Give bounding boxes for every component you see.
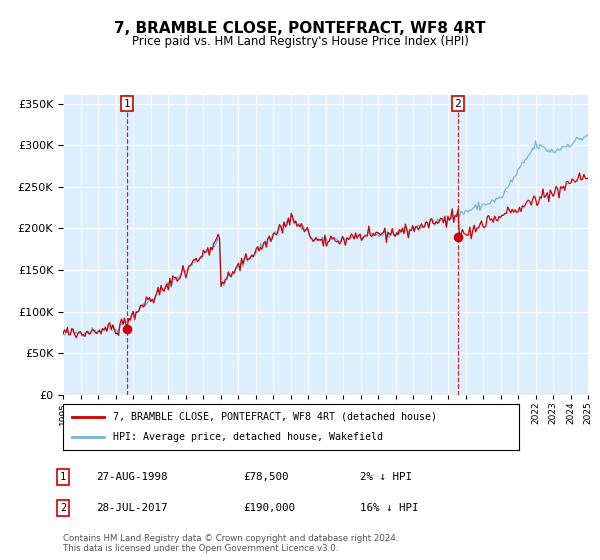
Text: 16% ↓ HPI: 16% ↓ HPI xyxy=(360,503,419,513)
Text: 7, BRAMBLE CLOSE, PONTEFRACT, WF8 4RT (detached house): 7, BRAMBLE CLOSE, PONTEFRACT, WF8 4RT (d… xyxy=(113,412,437,422)
Text: 28-JUL-2017: 28-JUL-2017 xyxy=(96,503,167,513)
Text: Contains HM Land Registry data © Crown copyright and database right 2024.
This d: Contains HM Land Registry data © Crown c… xyxy=(63,534,398,553)
Text: 1: 1 xyxy=(60,472,66,482)
Text: 27-AUG-1998: 27-AUG-1998 xyxy=(96,472,167,482)
Point xyxy=(122,325,131,334)
Text: £190,000: £190,000 xyxy=(243,503,295,513)
Text: 2% ↓ HPI: 2% ↓ HPI xyxy=(360,472,412,482)
Text: 1: 1 xyxy=(124,99,130,109)
Point xyxy=(453,232,463,241)
Text: 2: 2 xyxy=(60,503,66,513)
Text: HPI: Average price, detached house, Wakefield: HPI: Average price, detached house, Wake… xyxy=(113,432,383,442)
Text: £78,500: £78,500 xyxy=(243,472,289,482)
Text: 2: 2 xyxy=(455,99,461,109)
Text: Price paid vs. HM Land Registry's House Price Index (HPI): Price paid vs. HM Land Registry's House … xyxy=(131,35,469,48)
Text: 7, BRAMBLE CLOSE, PONTEFRACT, WF8 4RT: 7, BRAMBLE CLOSE, PONTEFRACT, WF8 4RT xyxy=(114,21,486,36)
